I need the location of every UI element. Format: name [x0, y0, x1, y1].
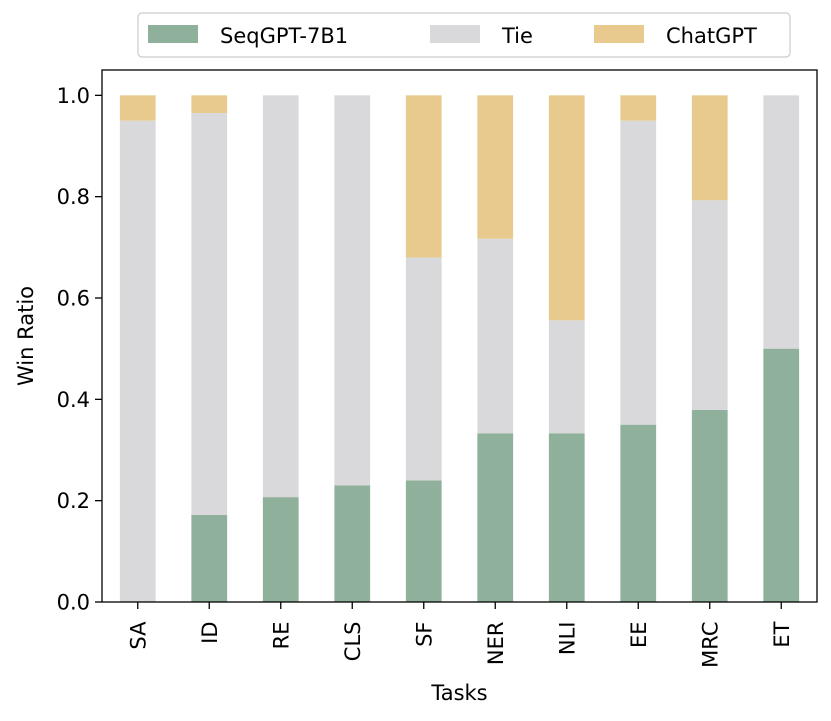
x-tick-label: SF: [412, 622, 436, 647]
x-tick-label: NER: [484, 622, 508, 666]
bar-et-series-1: [763, 95, 800, 349]
bar-et-series-0: [763, 348, 800, 602]
legend-swatch-2: [594, 25, 644, 43]
bar-nli-series-1: [548, 320, 585, 434]
bar-sf-series-0: [405, 480, 442, 602]
x-axis-title: Tasks: [430, 681, 487, 705]
bar-sf-series-2: [405, 95, 442, 258]
legend-swatch-1: [430, 25, 480, 43]
bar-sa-series-1: [119, 120, 156, 603]
bar-id-series-0: [191, 514, 228, 602]
x-tick-label: ID: [198, 622, 222, 644]
legend-label-1: Tie: [501, 24, 533, 48]
x-tick-label: ET: [770, 621, 794, 647]
y-axis-title: Win Ratio: [14, 286, 38, 386]
bar-sa-series-2: [119, 95, 156, 121]
x-tick-label: MRC: [698, 622, 722, 668]
y-tick-label: 0.2: [57, 489, 90, 513]
y-tick-label: 0.0: [57, 591, 90, 615]
bar-id-series-1: [191, 113, 228, 515]
bar-ner-series-2: [477, 95, 514, 239]
bar-mrc-series-2: [691, 95, 728, 201]
bar-ner-series-0: [477, 433, 514, 602]
bar-sf-series-1: [405, 257, 442, 481]
bar-mrc-series-1: [691, 200, 728, 410]
bar-nli-series-0: [548, 433, 585, 602]
legend-swatch-0: [148, 25, 198, 43]
bar-ner-series-1: [477, 238, 514, 434]
bar-ee-series-1: [620, 120, 657, 425]
y-tick-label: 1.0: [57, 84, 90, 108]
bar-cls-series-0: [334, 485, 371, 602]
x-tick-label: EE: [627, 622, 651, 649]
bar-re-series-0: [262, 497, 299, 602]
bar-nli-series-2: [548, 95, 585, 321]
bar-ee-series-2: [620, 95, 657, 121]
bar-id-series-2: [191, 95, 228, 114]
bar-cls-series-1: [334, 95, 371, 486]
bar-mrc-series-0: [691, 409, 728, 602]
x-tick-label: NLI: [555, 622, 579, 656]
y-tick-label: 0.8: [57, 185, 90, 209]
x-tick-label: RE: [269, 622, 293, 650]
x-tick-label: SA: [126, 621, 150, 650]
plot-frame: [101, 69, 818, 603]
x-tick-label: CLS: [341, 622, 365, 662]
legend-label-2: ChatGPT: [666, 24, 757, 48]
legend-label-0: SeqGPT-7B1: [220, 24, 348, 48]
y-tick-label: 0.6: [57, 287, 90, 311]
y-tick-label: 0.4: [57, 388, 90, 412]
bar-ee-series-0: [620, 424, 657, 602]
bar-re-series-1: [262, 95, 299, 498]
